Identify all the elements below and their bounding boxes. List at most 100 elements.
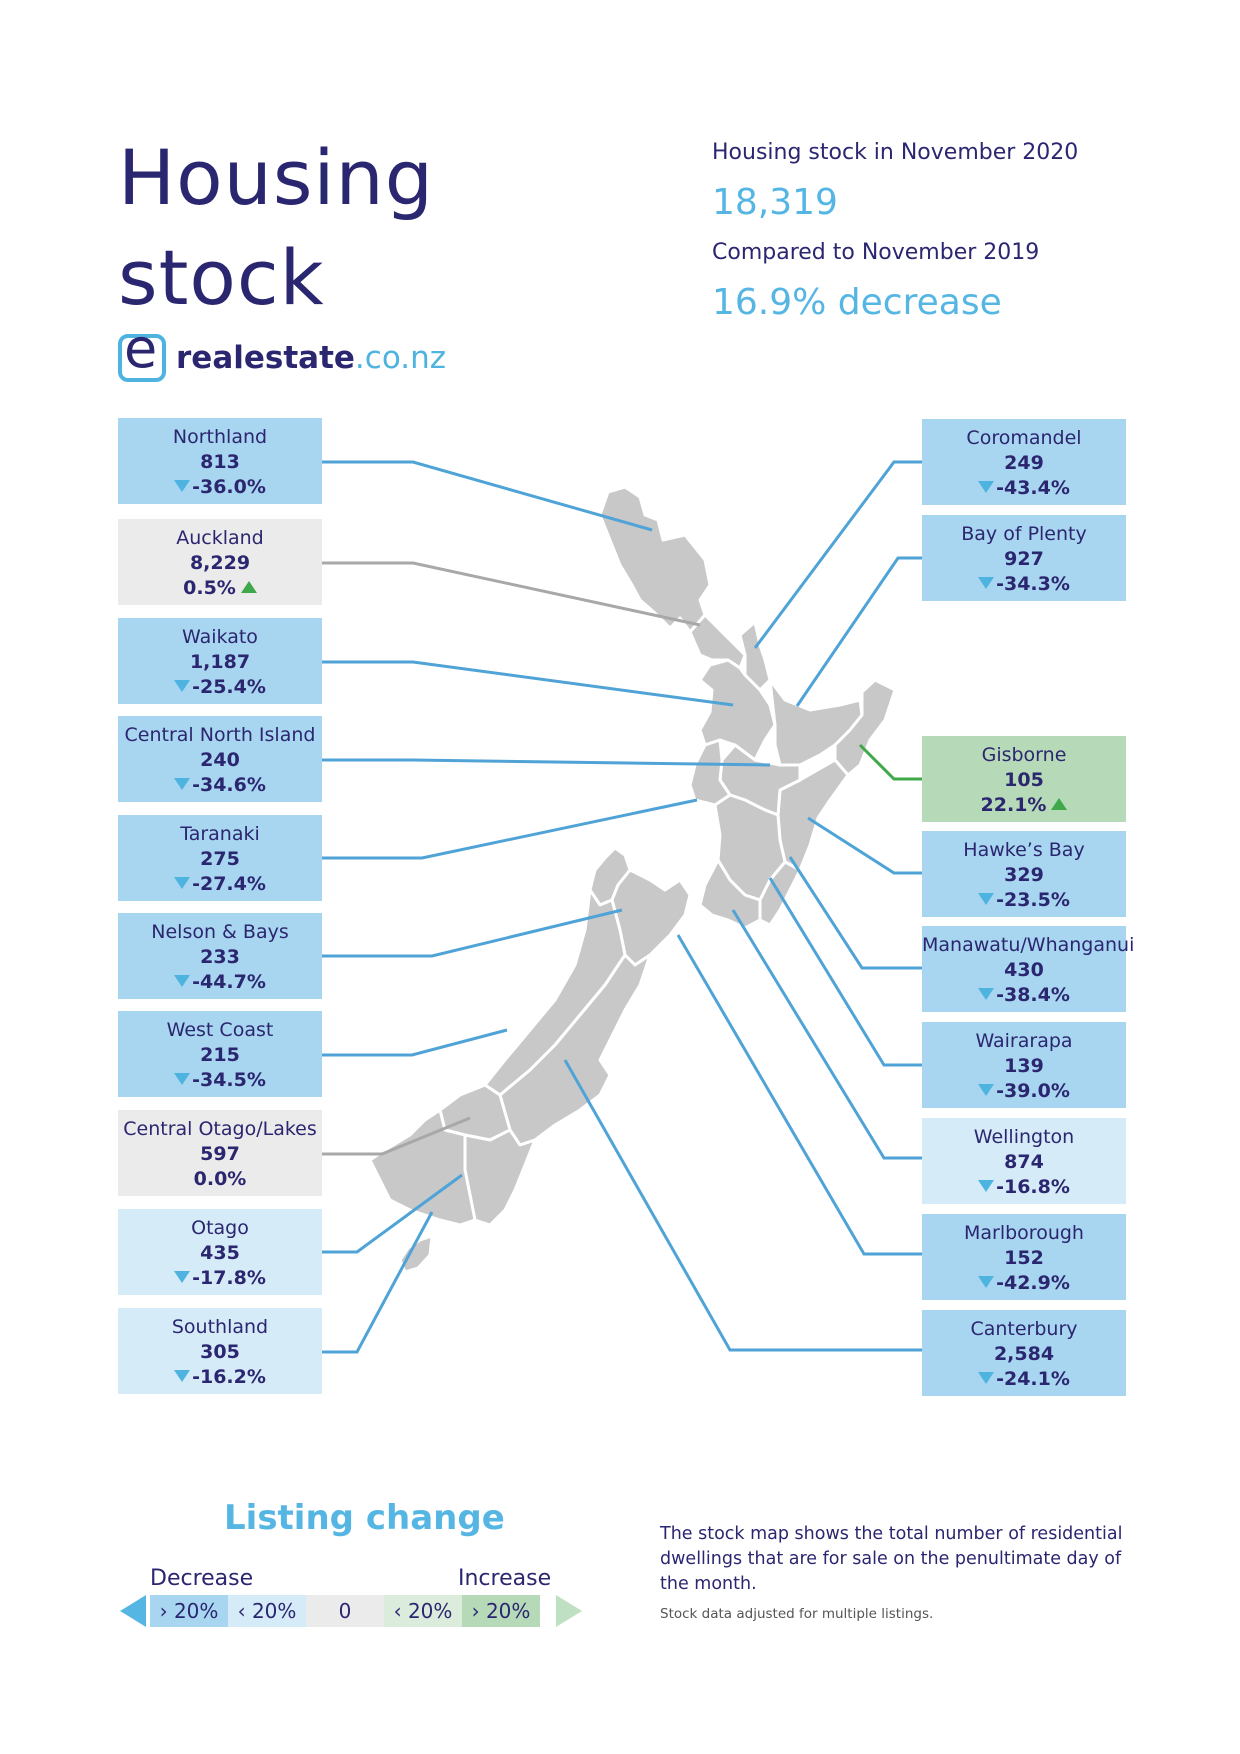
leader-central-otago (322, 1116, 471, 1156)
leader-waikato (322, 660, 734, 707)
region-name: Taranaki (180, 823, 260, 845)
region-change: -36.0% (118, 475, 322, 500)
leader-coromandel (753, 460, 922, 649)
legend-cell: › 20% (150, 1595, 228, 1627)
region-northland (598, 485, 712, 634)
region-name: Otago (191, 1217, 249, 1239)
region-count: 597 (200, 1143, 240, 1165)
region-change: -43.4% (922, 476, 1126, 501)
region-count: 275 (200, 848, 240, 870)
leader-wellington (731, 909, 922, 1160)
region-count: 8,229 (189, 552, 251, 574)
region-box[interactable]: Coromandel 249 -43.4% (922, 419, 1126, 505)
page-title: Housing stock (118, 128, 434, 328)
region-name: Wellington (973, 1126, 1075, 1148)
down-arrow-icon (174, 975, 191, 987)
region-change: -44.7% (118, 970, 322, 995)
leader-gisborne (858, 743, 922, 781)
region-box[interactable]: Gisborne 105 22.1% (922, 736, 1126, 822)
region-name: West Coast (166, 1019, 274, 1041)
region-auckland (688, 613, 747, 670)
region-change: -23.5% (922, 888, 1126, 913)
region-box[interactable]: Canterbury 2,584 -24.1% (922, 1310, 1126, 1396)
region-box[interactable]: Wairarapa 139 -39.0% (922, 1022, 1126, 1108)
region-box[interactable]: Southland 305 -16.2% (118, 1308, 322, 1394)
region-box[interactable]: Central Otago/Lakes 597 0.0% (118, 1110, 322, 1196)
region-change: -42.9% (922, 1271, 1126, 1296)
region-box[interactable]: Marlborough 152 -42.9% (922, 1214, 1126, 1300)
down-arrow-icon (978, 1276, 995, 1288)
down-arrow-icon (978, 1180, 995, 1192)
up-arrow-icon (240, 581, 257, 593)
region-box[interactable]: Hawke’s Bay 329 -23.5% (922, 831, 1126, 917)
region-name: Canterbury (970, 1318, 1078, 1340)
leader-nelson-bays (322, 908, 623, 958)
region-box[interactable]: Waikato 1,187 -25.4% (118, 618, 322, 704)
region-name: Gisborne (981, 744, 1067, 766)
realestate-logo[interactable]: e realestate.co.nz (118, 322, 447, 386)
title-line-2: stock (118, 233, 325, 322)
region-change: 22.1% (922, 793, 1126, 818)
leader-bay-of-plenty (795, 556, 922, 707)
region-change: -17.8% (118, 1266, 322, 1291)
region-box[interactable]: Wellington 874 -16.8% (922, 1118, 1126, 1204)
region-change: -27.4% (118, 872, 322, 897)
region-change: -24.1% (922, 1367, 1126, 1392)
down-arrow-icon (978, 988, 995, 1000)
down-arrow-icon (174, 1073, 191, 1085)
logo-mark-icon: e (118, 322, 166, 382)
leader-manawatu (788, 856, 922, 970)
region-box[interactable]: Northland 813 -36.0% (118, 418, 322, 504)
legend-title: Listing change (224, 1498, 505, 1538)
legend-scale: › 20% ‹ 20% 0 ‹ 20% › 20% (150, 1595, 540, 1627)
leader-southland (322, 1211, 434, 1354)
region-count: 927 (1004, 548, 1044, 570)
region-name: Coromandel (966, 427, 1082, 449)
leader-taranaki (322, 798, 698, 860)
legend-decrease-label: Decrease (150, 1566, 254, 1591)
logo-text: realestate.co.nz (176, 340, 447, 376)
down-arrow-icon (174, 778, 191, 790)
leader-canterbury (563, 1059, 922, 1352)
arrow-left-icon (120, 1595, 146, 1627)
region-box[interactable]: Central North Island 240 -34.6% (118, 716, 322, 802)
leader-central-north-island (322, 758, 771, 767)
region-count: 874 (1004, 1151, 1044, 1173)
region-name: Central North Island (124, 724, 316, 746)
note-text: The stock map shows the total number of … (660, 1524, 1123, 1594)
region-count: 152 (1004, 1247, 1044, 1269)
legend-cell: ‹ 20% (384, 1595, 462, 1627)
region-change: 0.5% (118, 576, 322, 601)
arrow-right-icon (556, 1595, 582, 1627)
down-arrow-icon (978, 577, 995, 589)
leader-hawkes-bay (807, 816, 922, 875)
region-name: Northland (172, 426, 268, 448)
legend-cell: › 20% (462, 1595, 540, 1627)
region-gisborne (833, 678, 897, 777)
region-name: Waikato (182, 626, 258, 648)
leader-lines (322, 460, 922, 1354)
region-name: Bay of Plenty (961, 523, 1087, 545)
region-count: 139 (1004, 1055, 1044, 1077)
compare-value: 16.9% decrease (712, 282, 1002, 323)
leader-marlborough (676, 934, 922, 1256)
down-arrow-icon (978, 1084, 995, 1096)
leader-wairarapa (768, 877, 922, 1067)
region-name: Marlborough (964, 1222, 1084, 1244)
region-name: Manawatu/Whanganui (922, 934, 1135, 956)
region-box[interactable]: Otago 435 -17.8% (118, 1209, 322, 1295)
region-box[interactable]: Nelson & Bays 233 -44.7% (118, 913, 322, 999)
region-box[interactable]: Bay of Plenty 927 -34.3% (922, 515, 1126, 601)
region-box[interactable]: West Coast 215 -34.5% (118, 1011, 322, 1097)
region-name: Hawke’s Bay (963, 839, 1085, 861)
region-count: 430 (1004, 959, 1044, 981)
region-name: Central Otago/Lakes (123, 1118, 317, 1140)
north-island (598, 485, 897, 930)
region-box[interactable]: Auckland 8,229 0.5% (118, 519, 322, 605)
leader-west-coast (322, 1028, 508, 1057)
region-change: -25.4% (118, 675, 322, 700)
region-name: Nelson & Bays (151, 921, 289, 943)
region-box[interactable]: Taranaki 275 -27.4% (118, 815, 322, 901)
down-arrow-icon (978, 481, 995, 493)
region-box[interactable]: Manawatu/Whanganui 430 -38.4% (922, 926, 1135, 1012)
